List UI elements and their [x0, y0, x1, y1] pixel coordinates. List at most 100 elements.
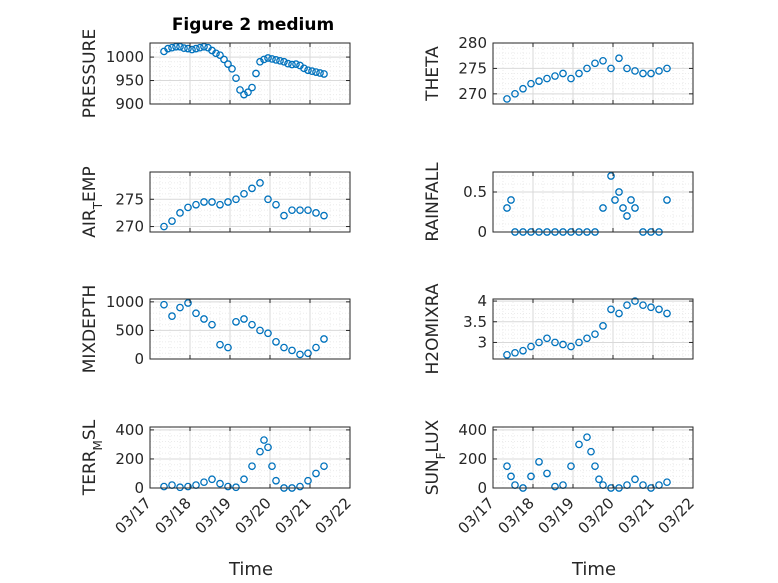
y-axis-label: H2OMIXRA	[423, 283, 443, 374]
y-tick-label: 200	[115, 450, 144, 468]
data-point	[280, 343, 288, 352]
data-point	[320, 462, 328, 471]
y-tick-label: 500	[115, 321, 144, 339]
data-point	[551, 72, 559, 80]
data-point	[300, 64, 308, 73]
data-point	[260, 436, 268, 444]
data-point	[244, 88, 252, 97]
data-point	[252, 69, 260, 78]
data-point	[280, 57, 288, 66]
data-point	[631, 297, 639, 305]
data-point	[599, 56, 607, 65]
data-point	[551, 482, 559, 491]
data-point	[224, 482, 232, 491]
data-point	[228, 64, 236, 73]
data-point	[248, 83, 256, 92]
data-point	[200, 478, 208, 487]
data-point	[288, 60, 296, 69]
data-point	[631, 204, 639, 212]
data-point	[599, 204, 607, 212]
data-point	[276, 56, 284, 65]
x-tick-label: 03/19	[192, 494, 235, 537]
y-tick-label: 4	[477, 292, 487, 310]
data-point	[312, 68, 320, 76]
data-point	[595, 475, 603, 484]
x-axis-label-right: Time	[571, 559, 616, 580]
data-point	[591, 462, 599, 471]
data-point	[647, 69, 655, 78]
y-axis-label: RAINFALL	[423, 162, 443, 242]
data-point	[519, 346, 527, 355]
y-tick-label: 1000	[106, 293, 144, 311]
data-point	[527, 342, 535, 351]
data-point	[264, 443, 272, 452]
data-point	[208, 198, 216, 206]
x-tick-label: 03/21	[272, 494, 315, 537]
data-point	[647, 303, 655, 312]
data-point	[551, 338, 559, 347]
data-point	[527, 472, 535, 481]
data-point	[619, 204, 627, 212]
data-point	[320, 211, 328, 220]
data-point	[527, 79, 535, 88]
data-point	[232, 318, 240, 326]
axes-box	[149, 42, 351, 105]
y-tick-label: 0	[477, 479, 487, 497]
data-point	[312, 469, 320, 478]
data-series	[503, 297, 671, 359]
data-point	[583, 433, 591, 442]
data-point	[160, 482, 168, 491]
y-axis-label: TERRMSL	[80, 419, 105, 496]
data-point	[583, 334, 591, 343]
data-point	[208, 320, 216, 329]
data-series	[160, 42, 328, 99]
data-point	[543, 469, 551, 478]
subplot-4: 0 0.5 RAINFALL	[423, 162, 694, 242]
data-point	[184, 203, 192, 212]
data-point	[535, 338, 543, 347]
data-point	[599, 322, 607, 330]
data-point	[607, 172, 615, 180]
data-point	[240, 90, 248, 99]
data-point	[623, 212, 631, 220]
data-point	[272, 338, 280, 346]
data-point	[639, 69, 647, 78]
data-point	[208, 475, 216, 484]
y-tick-label: 0	[134, 350, 144, 368]
data-point	[316, 69, 324, 77]
data-point	[503, 95, 511, 103]
data-point	[196, 43, 204, 52]
data-point	[256, 447, 264, 456]
axes-box	[149, 298, 351, 360]
data-series	[160, 299, 328, 359]
subplot-1: 900 950 1000 PRESSURE	[80, 29, 351, 118]
data-series	[160, 436, 328, 492]
data-point	[232, 74, 240, 83]
data-point	[503, 462, 511, 471]
data-point	[296, 206, 304, 215]
data-point	[611, 196, 619, 204]
y-tick-label: 400	[115, 421, 144, 439]
data-point	[176, 303, 184, 312]
data-point	[256, 179, 264, 187]
data-point	[200, 198, 208, 206]
x-tick-label: 03/18	[152, 494, 195, 537]
data-point	[304, 206, 312, 215]
y-tick-label: 270	[458, 85, 487, 103]
data-point	[176, 42, 184, 51]
y-axis-label: THETA	[423, 46, 443, 102]
subplot-grid: 900 950 1000 PRESSURE 270 275 280 THETA 270 275 AI…	[80, 29, 698, 538]
data-point	[304, 476, 312, 485]
axes-box	[492, 426, 694, 489]
data-point	[312, 209, 320, 217]
data-point	[567, 342, 575, 351]
data-point	[507, 472, 515, 481]
y-tick-label: 0	[477, 223, 487, 241]
data-point	[535, 77, 543, 85]
subplot-6: 3 3.5 4 H2OMIXRA	[423, 283, 694, 375]
data-point	[248, 320, 256, 329]
y-tick-label: 3.5	[463, 313, 487, 331]
data-point	[575, 338, 583, 347]
